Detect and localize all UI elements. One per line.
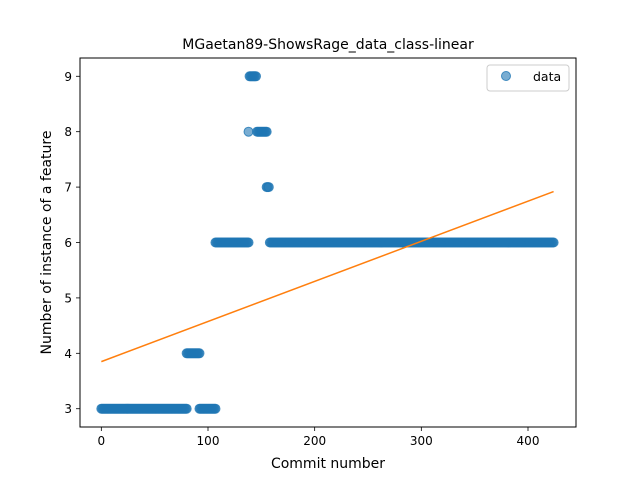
legend: data — [486, 64, 570, 92]
y-tick-label: 5 — [64, 291, 72, 305]
y-axis-label: Number of instance of a feature — [39, 131, 55, 355]
data-point — [251, 71, 261, 82]
data-point — [181, 403, 192, 414]
y-tick-label: 3 — [64, 402, 72, 416]
y-tick-label: 9 — [64, 70, 72, 84]
data-point — [548, 237, 559, 248]
x-tick-label: 0 — [98, 434, 106, 448]
x-tick-label: 100 — [197, 434, 220, 448]
x-tick-label: 300 — [410, 434, 433, 448]
legend-marker-data — [501, 71, 511, 81]
data-point — [194, 348, 205, 359]
legend-label-data: data — [533, 69, 561, 84]
y-tick-label: 8 — [64, 125, 72, 139]
y-tick-label: 4 — [64, 347, 72, 361]
data-point — [261, 126, 272, 137]
y-tick-label: 7 — [64, 181, 72, 195]
chart-title: MGaetan89-ShowsRage_data_class-linear — [182, 37, 474, 53]
linear-fit-line — [101, 190, 554, 363]
data-point — [243, 126, 254, 137]
y-tick-label: 6 — [64, 236, 72, 250]
data-point — [243, 237, 254, 248]
axis-layer: 0 100 200 300 400 3 4 5 6 7 8 9 — [64, 70, 539, 448]
data-layer — [96, 71, 559, 414]
x-axis-label: Commit number — [271, 456, 385, 472]
x-tick-label: 200 — [303, 434, 326, 448]
x-tick-label: 400 — [517, 434, 540, 448]
data-point — [210, 403, 221, 414]
data-point — [263, 182, 274, 193]
